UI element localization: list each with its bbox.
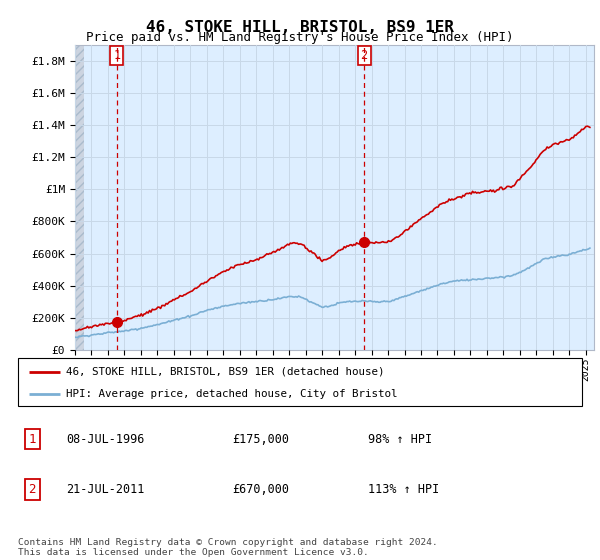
Text: 08-JUL-1996: 08-JUL-1996 <box>66 432 145 446</box>
Text: 1: 1 <box>28 432 36 446</box>
Text: £670,000: £670,000 <box>232 483 289 496</box>
Text: 2: 2 <box>361 49 368 62</box>
Text: 46, STOKE HILL, BRISTOL, BS9 1ER (detached house): 46, STOKE HILL, BRISTOL, BS9 1ER (detach… <box>66 367 385 377</box>
Text: £175,000: £175,000 <box>232 432 289 446</box>
Text: 2: 2 <box>28 483 36 496</box>
Text: 46, STOKE HILL, BRISTOL, BS9 1ER: 46, STOKE HILL, BRISTOL, BS9 1ER <box>146 20 454 35</box>
Text: HPI: Average price, detached house, City of Bristol: HPI: Average price, detached house, City… <box>66 389 397 399</box>
Text: 1: 1 <box>113 49 121 62</box>
FancyBboxPatch shape <box>18 358 582 406</box>
Text: Contains HM Land Registry data © Crown copyright and database right 2024.
This d: Contains HM Land Registry data © Crown c… <box>18 538 438 557</box>
Text: 113% ↑ HPI: 113% ↑ HPI <box>368 483 439 496</box>
Text: Price paid vs. HM Land Registry's House Price Index (HPI): Price paid vs. HM Land Registry's House … <box>86 31 514 44</box>
Bar <box>75 45 83 350</box>
Text: 21-JUL-2011: 21-JUL-2011 <box>66 483 145 496</box>
Text: 98% ↑ HPI: 98% ↑ HPI <box>368 432 432 446</box>
